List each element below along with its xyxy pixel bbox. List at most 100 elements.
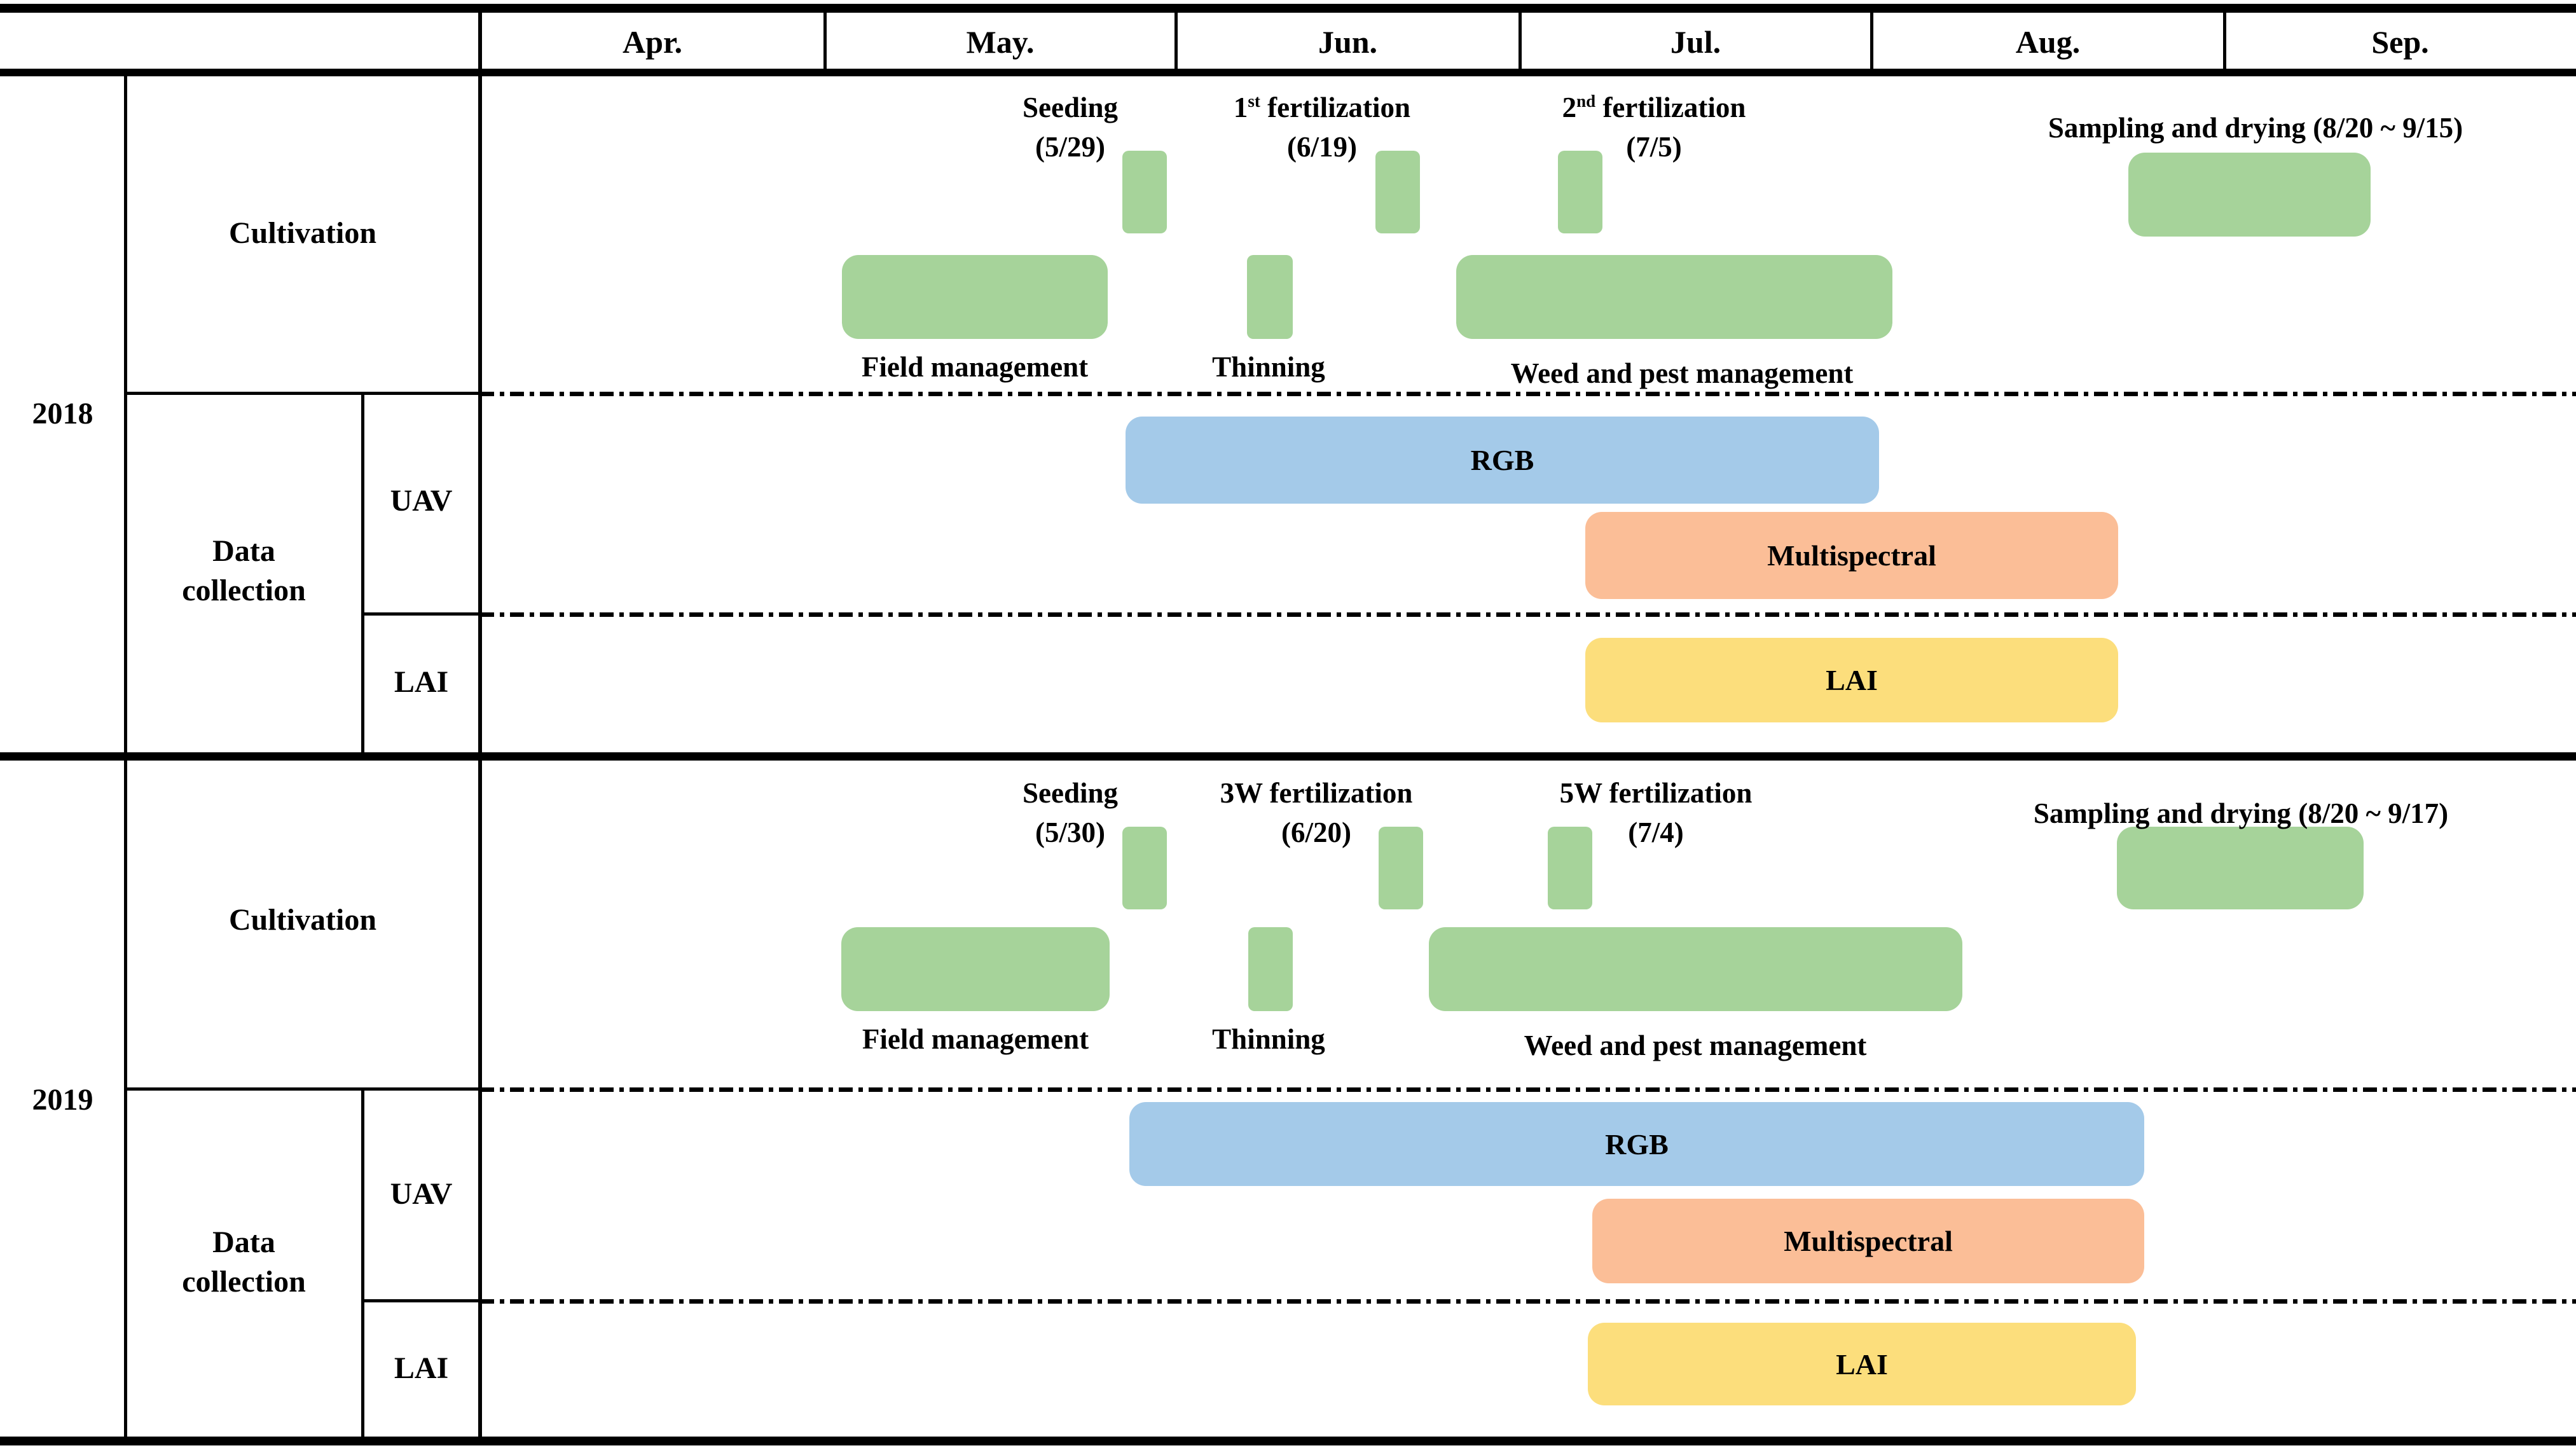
three-week-fertilization-2019-label: 3W fertilization (6/20) [1030, 773, 1602, 852]
field-management-2019-label: Field management [689, 1019, 1262, 1059]
three-week-fertilization-2019-date-label: (6/20) [1281, 817, 1351, 848]
month-header-sep: Sep. [2371, 24, 2429, 60]
sampling-drying-2019-block [2117, 827, 2364, 909]
first-fertilization-2018-ordinal-suffix: st [1248, 92, 1260, 111]
seeding-2018-label: Seeding (5/29) [784, 88, 1356, 167]
table-border-top [0, 4, 2576, 13]
month-divider-jul-aug [1870, 4, 1873, 76]
rgb-2018-label: RGB [1470, 444, 1534, 476]
thinning-2019-block [1248, 927, 1293, 1011]
data-collection-line1: Data [212, 534, 275, 568]
second-fertilization-2018-ordinal-suffix: nd [1576, 92, 1596, 111]
year-label-2019: 2019 [32, 1083, 93, 1117]
second-fertilization-2018-label-text: 2 [1562, 92, 1577, 123]
field-management-2019-label-text: Field management [862, 1023, 1089, 1055]
month-header-jun: Jun. [1318, 24, 1378, 60]
second-fertilization-2018-date-label: (7/5) [1626, 131, 1682, 163]
lai-2018-label: LAI [1826, 664, 1878, 696]
cultivation-data-divider-dashdot-2018 [480, 392, 2576, 396]
field-management-2019-block [841, 927, 1110, 1011]
field-management-2018-label: Field management [689, 347, 1261, 387]
year-divider-line [0, 752, 2576, 761]
data-collection-line2: collection [182, 1265, 306, 1299]
second-fertilization-2018-label-text-rest: fertilization [1595, 92, 1746, 123]
multispectral-2019-bar: Multispectral [1592, 1199, 2144, 1283]
weed-pest-management-2018-block [1456, 255, 1892, 339]
multispectral-2019-label: Multispectral [1784, 1225, 1953, 1257]
data-collection-line2: collection [182, 574, 306, 607]
uav-lai-divider-solid-2019 [362, 1299, 480, 1302]
data-collection-line1: Data [212, 1225, 275, 1259]
first-fertilization-2018-label-text: 1 [1233, 92, 1248, 123]
weed-pest-management-2019-label: Weed and pest management [1409, 1026, 1981, 1065]
lai-2019-bar: LAI [1588, 1323, 2136, 1405]
thinning-2019-label-text: Thinning [1212, 1023, 1325, 1055]
header-bottom-line [0, 69, 2576, 76]
lai-2019-label: LAI [1836, 1348, 1888, 1381]
year-column-divider [124, 76, 127, 1441]
rgb-2019-label: RGB [1605, 1127, 1669, 1161]
first-fertilization-2018-label-text-rest: fertilization [1260, 92, 1411, 123]
seeding-2019-date-label: (5/30) [1035, 817, 1105, 848]
seeding-2019-block [1122, 827, 1167, 909]
three-week-fertilization-2019-block [1379, 827, 1423, 909]
thinning-2018-block [1247, 255, 1293, 339]
row-label-data-collection-2019: Data collection [125, 1223, 362, 1302]
first-fertilization-2018-label: 1st fertilization (6/19) [1036, 88, 1608, 167]
row-label-cultivation-2018: Cultivation [228, 216, 377, 250]
rgb-2019-bar: RGB [1129, 1102, 2144, 1186]
seeding-2019-label-text: Seeding [1022, 777, 1119, 809]
row-label-cultivation-2019: Cultivation [228, 903, 377, 937]
month-divider-may-jun [1174, 4, 1178, 76]
table-border-bottom [0, 1437, 2576, 1445]
label-timeline-divider [478, 4, 482, 1441]
cultivation-data-divider-solid-2018 [125, 392, 480, 395]
seeding-2018-block [1122, 151, 1167, 233]
five-week-fertilization-2019-block [1548, 827, 1592, 909]
first-fertilization-2018-date-label: (6/19) [1287, 131, 1357, 163]
month-divider-aug-sep [2223, 4, 2226, 76]
three-week-fertilization-2019-label-text: 3W fertilization [1220, 777, 1413, 809]
field-management-2018-label-text: Field management [861, 351, 1089, 383]
uav-lai-divider-solid-2018 [362, 612, 480, 616]
lai-2018-bar: LAI [1585, 638, 2118, 722]
month-header-aug: Aug. [2015, 24, 2081, 60]
seeding-2018-label-text: Seeding [1022, 92, 1119, 123]
month-divider-apr-may [823, 4, 827, 76]
field-management-2018-block [842, 255, 1108, 339]
month-divider-jun-jul [1519, 4, 1522, 76]
seeding-2018-date-label: (5/29) [1035, 131, 1105, 163]
weed-pest-management-2018-label: Weed and pest management [1396, 354, 1968, 393]
multispectral-2018-bar: Multispectral [1585, 512, 2118, 599]
seeding-2019-label: Seeding (5/30) [784, 773, 1356, 852]
weed-pest-management-2019-label-text: Weed and pest management [1524, 1030, 1867, 1061]
cultivation-data-divider-dashdot-2019 [480, 1087, 2576, 1092]
cultivation-data-divider-solid-2019 [125, 1087, 480, 1091]
month-header-apr: Apr. [622, 24, 683, 60]
five-week-fertilization-2019-date-label: (7/4) [1628, 817, 1684, 848]
sampling-drying-2018-label: Sampling and drying (8/20 ~ 9/15) [1969, 108, 2542, 148]
five-week-fertilization-2019-label-text: 5W fertilization [1559, 777, 1753, 809]
thinning-2018-label: Thinning [982, 347, 1555, 387]
rgb-2018-bar: RGB [1126, 417, 1879, 504]
weed-pest-management-2018-label-text: Weed and pest management [1510, 357, 1854, 389]
thinning-2019-label: Thinning [982, 1019, 1555, 1059]
sampling-drying-2019-label: Sampling and drying (8/20 ~ 9/17) [1955, 794, 2527, 833]
uav-lai-divider-dashdot-2018 [480, 612, 2576, 617]
year-label-2018: 2018 [32, 397, 93, 431]
sampling-drying-2018-block [2128, 153, 2371, 237]
five-week-fertilization-2019-label: 5W fertilization (7/4) [1370, 773, 1942, 852]
row-label-lai-2018: LAI [394, 665, 449, 699]
second-fertilization-2018-label: 2nd fertilization (7/5) [1368, 88, 1940, 167]
row-label-lai-2019: LAI [394, 1351, 449, 1385]
row-label-data-collection-2018: Data collection [125, 532, 362, 610]
month-header-may: May. [966, 24, 1035, 60]
uav-lai-column-divider-2018 [361, 392, 364, 755]
sampling-drying-2019-label-text: Sampling and drying (8/20 ~ 9/17) [2033, 797, 2449, 829]
row-label-uav-2018: UAV [390, 484, 453, 518]
uav-lai-divider-dashdot-2019 [480, 1299, 2576, 1304]
month-header-jul: Jul. [1670, 24, 1721, 60]
weed-pest-management-2019-block [1429, 927, 1962, 1011]
uav-lai-column-divider-2019 [361, 1087, 364, 1439]
